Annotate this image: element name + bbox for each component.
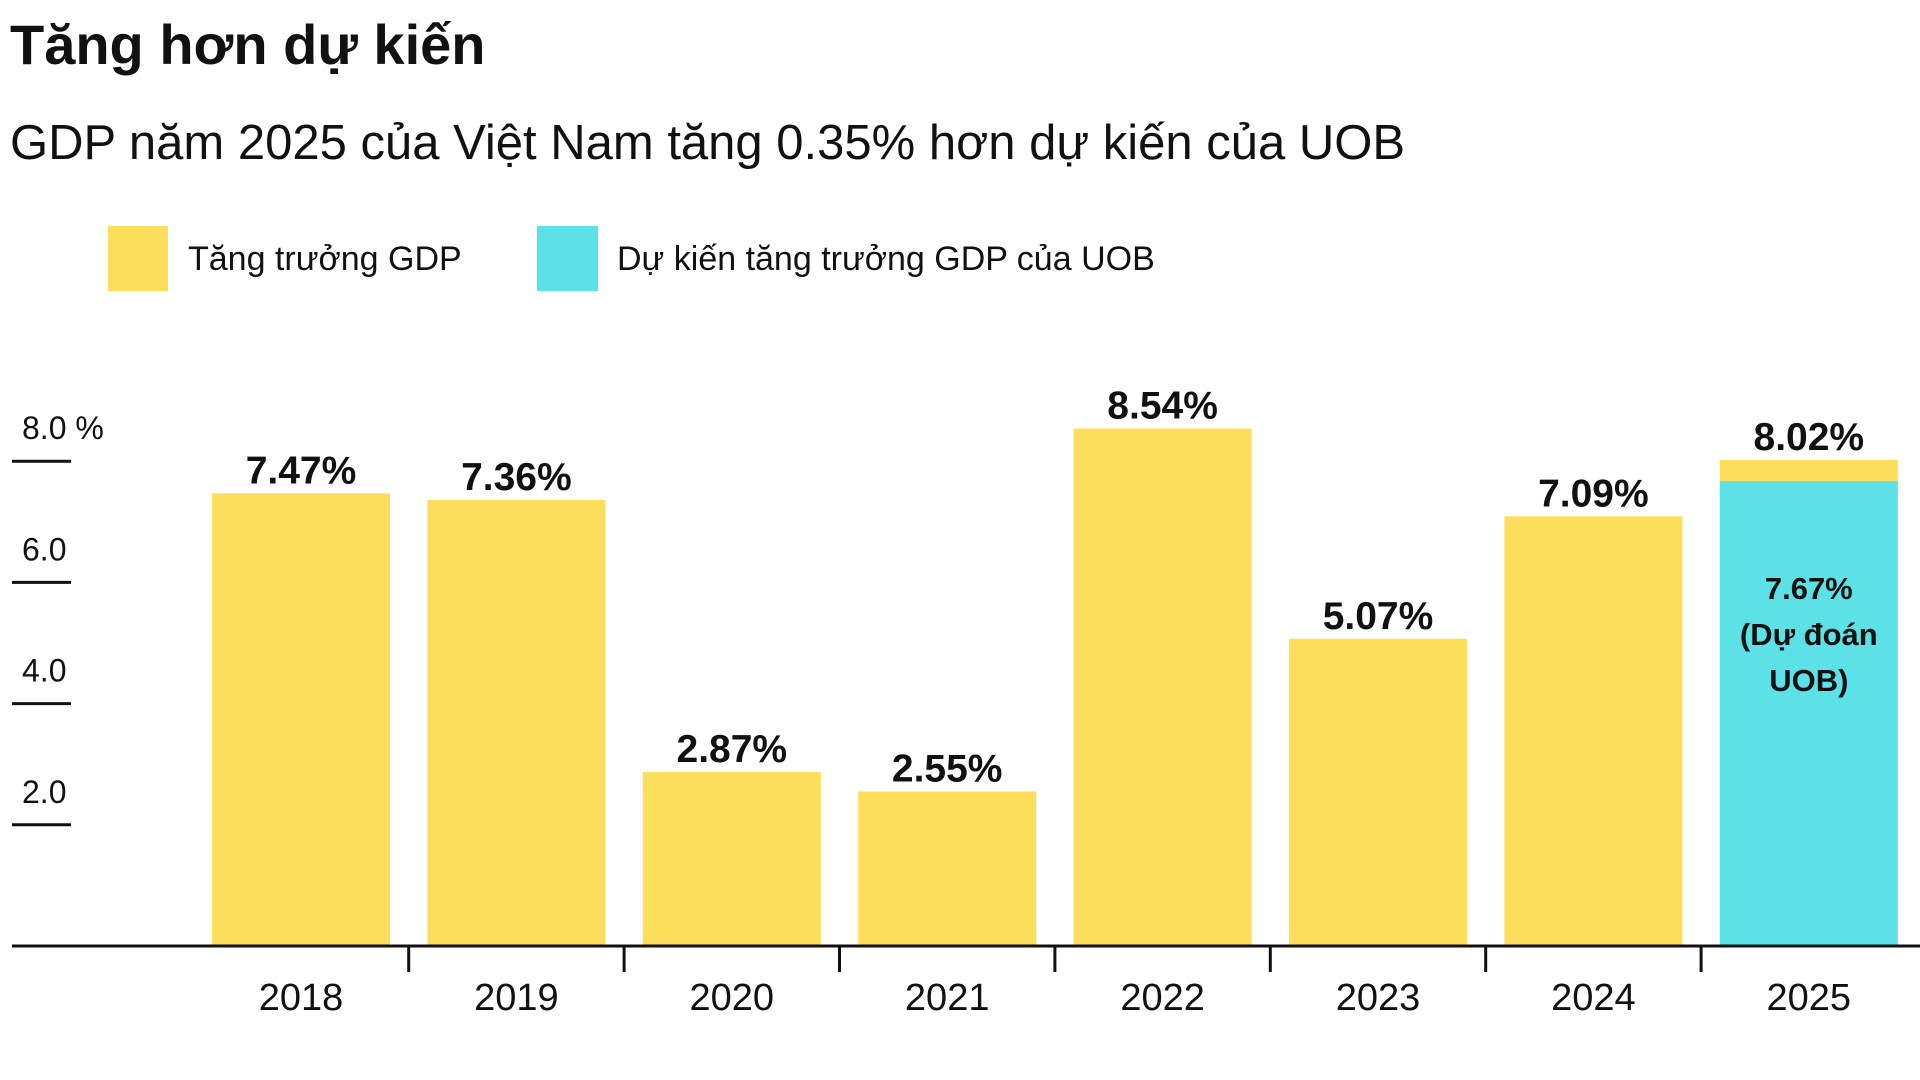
legend-swatch-actual xyxy=(108,226,168,291)
bar-actual-2018 xyxy=(212,493,390,946)
forecast-value-label: 7.67% xyxy=(1765,571,1853,606)
forecast-note-line: UOB) xyxy=(1769,663,1848,698)
x-tick-label: 2023 xyxy=(1336,977,1421,1019)
x-tick-label: 2021 xyxy=(905,977,990,1019)
data-label-2024: 7.09% xyxy=(1538,472,1649,515)
legend: Tăng trưởng GDP Dự kiến tăng trưởng GDP … xyxy=(108,226,1155,291)
y-tick-label: 6.0 xyxy=(22,531,66,567)
y-tick-label: 4.0 xyxy=(22,653,66,689)
legend-swatch-forecast xyxy=(537,226,598,291)
bar-actual-2020 xyxy=(642,772,821,946)
data-label-2019: 7.36% xyxy=(461,456,572,499)
chart-title: Tăng hơn dự kiến xyxy=(10,13,485,76)
bar-actual-2023 xyxy=(1289,638,1467,946)
x-tick-label: 2022 xyxy=(1120,977,1205,1019)
data-label-2018: 7.47% xyxy=(246,449,357,492)
data-label-2022: 8.54% xyxy=(1107,384,1218,427)
x-tick-label: 2018 xyxy=(259,977,344,1019)
data-label-2023: 5.07% xyxy=(1323,595,1434,638)
bars: 7.47% 7.36% 2.87% 2.55% 8.54% 5.07% 7.09% 7.67%… xyxy=(212,384,1898,946)
bar-forecast-2025 xyxy=(1719,481,1898,946)
data-label-2021: 2.55% xyxy=(892,747,1003,790)
y-tick-label: 8.0 % xyxy=(22,410,104,446)
legend-label-actual: Tăng trưởng GDP xyxy=(188,240,462,278)
chart-subtitle: GDP năm 2025 của Việt Nam tăng 0.35% hơn… xyxy=(10,116,1405,170)
data-label-2025: 8.02% xyxy=(1754,416,1865,459)
bar-actual-2019 xyxy=(427,499,606,946)
y-axis: 2.0 4.0 6.0 8.0 % xyxy=(12,410,104,827)
x-axis: 2018 2019 2020 2021 2022 2023 2024 2025 xyxy=(12,944,1920,1019)
bar-actual-2021 xyxy=(858,791,1037,946)
bar-actual-2022 xyxy=(1073,428,1252,946)
x-tick-label: 2019 xyxy=(474,977,559,1019)
x-tick-label: 2025 xyxy=(1767,977,1852,1019)
bar-actual-2024 xyxy=(1504,516,1683,946)
x-tick-label: 2024 xyxy=(1551,977,1636,1019)
forecast-note-line: (Dự đoán xyxy=(1740,617,1878,652)
y-tick-label: 2.0 xyxy=(22,774,66,810)
x-tick-label: 2020 xyxy=(690,977,775,1019)
legend-label-forecast: Dự kiến tăng trưởng GDP của UOB xyxy=(617,240,1155,278)
data-label-2020: 2.87% xyxy=(677,728,788,771)
